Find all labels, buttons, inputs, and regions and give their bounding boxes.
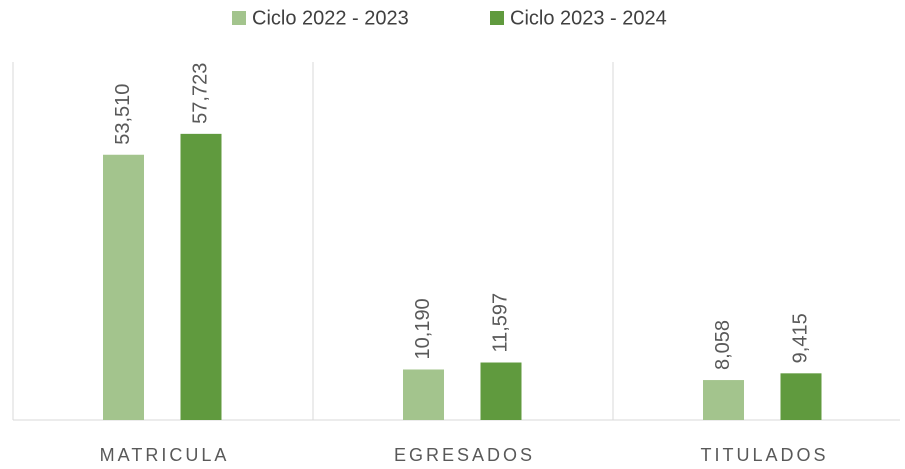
data-label: 8,058 bbox=[712, 320, 734, 370]
bar bbox=[703, 380, 744, 420]
legend-swatch bbox=[232, 11, 246, 25]
bar bbox=[103, 154, 144, 420]
x-tick-label: MATRICULA bbox=[100, 445, 230, 465]
data-label: 10,190 bbox=[412, 298, 434, 359]
bar bbox=[480, 362, 522, 420]
bar bbox=[780, 373, 822, 420]
x-tick-label: EGRESADOS bbox=[394, 445, 535, 465]
bar bbox=[180, 133, 222, 421]
data-label: 11,597 bbox=[489, 293, 511, 353]
data-label: 9,415 bbox=[789, 313, 811, 363]
data-label: 53,510 bbox=[112, 84, 134, 145]
x-tick-label: TITULADOS bbox=[700, 445, 828, 465]
data-label: 57,723 bbox=[189, 63, 211, 124]
bar bbox=[403, 369, 444, 420]
legend-label: Ciclo 2023 - 2024 bbox=[510, 7, 667, 29]
legend-label: Ciclo 2022 - 2023 bbox=[252, 7, 409, 29]
legend-swatch bbox=[490, 11, 504, 25]
